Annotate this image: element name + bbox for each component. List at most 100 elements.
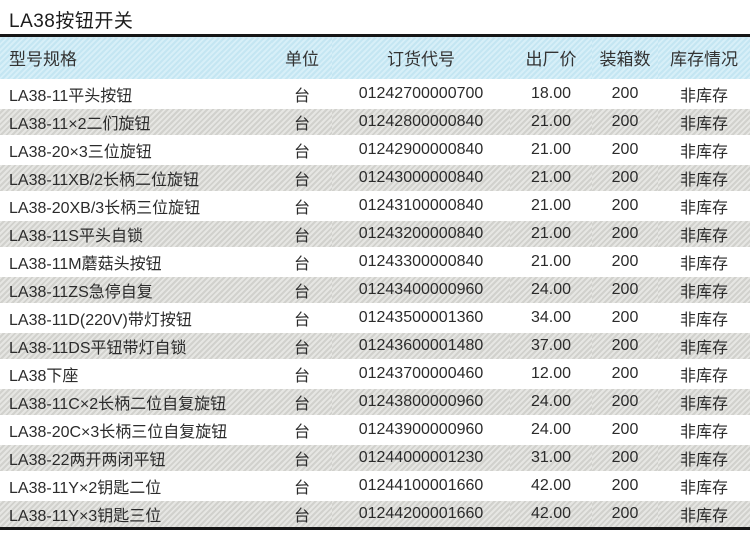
pack-qty-cell: 200 bbox=[592, 190, 658, 220]
order-code-cell: 01243500001360 bbox=[332, 302, 510, 332]
unit-cell: 台 bbox=[272, 162, 332, 192]
model-cell: LA38-11D(220V)带灯按钮 bbox=[0, 302, 272, 332]
stock-cell: 非库存 bbox=[658, 246, 750, 276]
table-row: LA38-11M蘑菇头按钮台 01243300000840 21.00 200 非库存 bbox=[0, 246, 750, 276]
model-cell: LA38-22两开两闭平钮 bbox=[0, 442, 272, 472]
table-row: LA38-11平头按钮台 01242700000700 18.00 200 非库存 bbox=[0, 78, 750, 108]
table-row: LA38-11DS平钮带灯自锁台 01243600001480 37.00 200 非库… bbox=[0, 330, 750, 360]
model-cell: LA38-11Y×2钥匙二位 bbox=[0, 470, 272, 500]
price-cell: 12.00 bbox=[510, 358, 592, 388]
unit-cell: 台 bbox=[272, 302, 332, 332]
pack-qty-cell: 200 bbox=[592, 414, 658, 444]
order-code-cell: 01242800000840 bbox=[332, 106, 510, 136]
stock-cell: 非库存 bbox=[658, 78, 750, 108]
unit-cell: 台 bbox=[272, 106, 332, 136]
price-cell: 42.00 bbox=[510, 498, 592, 528]
order-code-cell: 01244200001660 bbox=[332, 498, 510, 528]
stock-cell: 非库存 bbox=[658, 106, 750, 136]
col-header-order-code: 订货代号 bbox=[332, 35, 510, 80]
price-cell: 21.00 bbox=[510, 218, 592, 248]
unit-cell: 台 bbox=[272, 498, 332, 528]
unit-cell: 台 bbox=[272, 134, 332, 164]
model-cell: LA38-11C×2长柄二位自复旋钮 bbox=[0, 386, 272, 416]
stock-cell: 非库存 bbox=[658, 442, 750, 472]
price-cell: 18.00 bbox=[510, 78, 592, 108]
pack-qty-cell: 200 bbox=[592, 274, 658, 304]
model-cell: LA38-11Y×3钥匙三位 bbox=[0, 498, 272, 528]
stock-cell: 非库存 bbox=[658, 274, 750, 304]
table-row: LA38-11×2二们旋钮台 01242800000840 21.00 200 非库存 bbox=[0, 106, 750, 136]
table-row: LA38-20C×3长柄三位自复旋钮台 01243900000960 24.00 20… bbox=[0, 414, 750, 444]
unit-cell: 台 bbox=[272, 442, 332, 472]
price-cell: 42.00 bbox=[510, 470, 592, 500]
product-price-table: 型号规格 单位 订货代号 出厂价 装箱数 库存情况 LA38-11平头按钮台 0124270… bbox=[0, 34, 750, 530]
price-cell: 24.00 bbox=[510, 386, 592, 416]
unit-cell: 台 bbox=[272, 386, 332, 416]
unit-cell: 台 bbox=[272, 78, 332, 108]
model-cell: LA38-11XB/2长柄二位旋钮 bbox=[0, 162, 272, 192]
pack-qty-cell: 200 bbox=[592, 78, 658, 108]
model-cell: LA38-11ZS急停自复 bbox=[0, 274, 272, 304]
col-header-pack-qty: 装箱数 bbox=[592, 35, 658, 80]
pack-qty-cell: 200 bbox=[592, 330, 658, 360]
header-row: 型号规格 单位 订货代号 出厂价 装箱数 库存情况 bbox=[0, 35, 750, 80]
stock-cell: 非库存 bbox=[658, 498, 750, 528]
table-body: LA38-11平头按钮台 01242700000700 18.00 200 非库存 LA3… bbox=[0, 78, 750, 528]
unit-cell: 台 bbox=[272, 358, 332, 388]
table-row: LA38-20XB/3长柄三位旋钮台 01243100000840 21.00 200… bbox=[0, 190, 750, 220]
order-code-cell: 01243100000840 bbox=[332, 190, 510, 220]
table-row: LA38-11D(220V)带灯按钮台 01243500001360 34.00 20… bbox=[0, 302, 750, 332]
pack-qty-cell: 200 bbox=[592, 218, 658, 248]
price-cell: 24.00 bbox=[510, 414, 592, 444]
pack-qty-cell: 200 bbox=[592, 246, 658, 276]
stock-cell: 非库存 bbox=[658, 302, 750, 332]
col-header-stock: 库存情况 bbox=[658, 35, 750, 80]
pack-qty-cell: 200 bbox=[592, 498, 658, 528]
price-cell: 34.00 bbox=[510, 302, 592, 332]
model-cell: LA38-11S平头自锁 bbox=[0, 218, 272, 248]
price-cell: 21.00 bbox=[510, 246, 592, 276]
model-cell: LA38下座 bbox=[0, 358, 272, 388]
order-code-cell: 01243300000840 bbox=[332, 246, 510, 276]
order-code-cell: 01243200000840 bbox=[332, 218, 510, 248]
stock-cell: 非库存 bbox=[658, 330, 750, 360]
price-cell: 24.00 bbox=[510, 274, 592, 304]
col-header-price: 出厂价 bbox=[510, 35, 592, 80]
order-code-cell: 01242700000700 bbox=[332, 78, 510, 108]
table-row: LA38-11S平头自锁台 01243200000840 21.00 200 非库存 bbox=[0, 218, 750, 248]
stock-cell: 非库存 bbox=[658, 470, 750, 500]
unit-cell: 台 bbox=[272, 330, 332, 360]
model-cell: LA38-11DS平钮带灯自锁 bbox=[0, 330, 272, 360]
stock-cell: 非库存 bbox=[658, 358, 750, 388]
stock-cell: 非库存 bbox=[658, 162, 750, 192]
order-code-cell: 01243800000960 bbox=[332, 386, 510, 416]
order-code-cell: 01242900000840 bbox=[332, 134, 510, 164]
price-cell: 21.00 bbox=[510, 190, 592, 220]
price-cell: 21.00 bbox=[510, 106, 592, 136]
col-header-model: 型号规格 bbox=[0, 35, 272, 80]
pack-qty-cell: 200 bbox=[592, 134, 658, 164]
table-row: LA38下座台 01243700000460 12.00 200 非库存 bbox=[0, 358, 750, 388]
stock-cell: 非库存 bbox=[658, 218, 750, 248]
table-head: 型号规格 单位 订货代号 出厂价 装箱数 库存情况 bbox=[0, 35, 750, 80]
table-row: LA38-11C×2长柄二位自复旋钮台 01243800000960 24.00 20… bbox=[0, 386, 750, 416]
order-code-cell: 01243600001480 bbox=[332, 330, 510, 360]
order-code-cell: 01244000001230 bbox=[332, 442, 510, 472]
table-row: LA38-11XB/2长柄二位旋钮台 01243000000840 21.00 200… bbox=[0, 162, 750, 192]
pack-qty-cell: 200 bbox=[592, 442, 658, 472]
order-code-cell: 01243000000840 bbox=[332, 162, 510, 192]
table-row: LA38-22两开两闭平钮台 01244000001230 31.00 200 非库存 bbox=[0, 442, 750, 472]
stock-cell: 非库存 bbox=[658, 386, 750, 416]
pack-qty-cell: 200 bbox=[592, 470, 658, 500]
pack-qty-cell: 200 bbox=[592, 162, 658, 192]
model-cell: LA38-11×2二们旋钮 bbox=[0, 106, 272, 136]
table-row: LA38-11ZS急停自复台 01243400000960 24.00 200 非库存 bbox=[0, 274, 750, 304]
order-code-cell: 01243400000960 bbox=[332, 274, 510, 304]
unit-cell: 台 bbox=[272, 246, 332, 276]
stock-cell: 非库存 bbox=[658, 190, 750, 220]
table-row: LA38-20×3三位旋钮台 01242900000840 21.00 200 非库存 bbox=[0, 134, 750, 164]
table-row: LA38-11Y×3钥匙三位台 01244200001660 42.00 200 非库存 bbox=[0, 498, 750, 528]
unit-cell: 台 bbox=[272, 470, 332, 500]
order-code-cell: 01243900000960 bbox=[332, 414, 510, 444]
